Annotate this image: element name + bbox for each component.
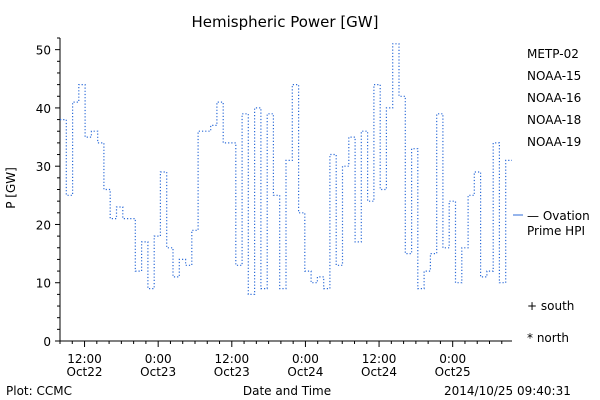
- plot-credit: Plot: CCMC: [6, 384, 72, 398]
- y-tick-label: 40: [36, 102, 51, 116]
- legend-entry: NOAA-19: [527, 135, 581, 149]
- x-tick-date-label: Oct25: [435, 365, 471, 379]
- y-tick-label: 0: [43, 335, 51, 349]
- plot-timestamp: 2014/10/25 09:40:31: [444, 384, 571, 398]
- y-axis: 0 10 20 30 40 50: [36, 37, 60, 349]
- legend-entry: NOAA-18: [527, 113, 581, 127]
- series-layer: [60, 43, 512, 295]
- x-tick-date-label: Oct24: [361, 365, 397, 379]
- y-tick-label: 50: [36, 44, 51, 58]
- legend-entry: METP-02: [527, 47, 579, 61]
- x-tick-date-label: Oct23: [140, 365, 176, 379]
- x-tick-label: 0:00: [439, 352, 466, 366]
- y-tick-label: 10: [36, 277, 51, 291]
- y-tick-label: 30: [36, 160, 51, 174]
- x-tick-label: 12:00: [362, 352, 397, 366]
- x-tick-date-label: Oct23: [214, 365, 250, 379]
- x-tick-date-label: Oct22: [67, 365, 103, 379]
- south-marker-label: + south: [527, 299, 574, 313]
- x-tick-date-label: Oct24: [287, 365, 323, 379]
- series-label-line1: — Ovation: [527, 209, 590, 223]
- legend-entry: NOAA-15: [527, 69, 581, 83]
- x-tick-label: 12:00: [215, 352, 250, 366]
- x-axis-label: Date and Time: [243, 384, 331, 398]
- north-marker-label: * north: [527, 331, 569, 345]
- legend-entry: NOAA-16: [527, 91, 581, 105]
- x-tick-label: 0:00: [145, 352, 172, 366]
- x-tick-label: 0:00: [292, 352, 319, 366]
- series-label-line2: Prime HPI: [527, 224, 585, 238]
- legend: METP-02 NOAA-15 NOAA-16 NOAA-18 NOAA-19: [527, 47, 581, 149]
- series-line-hpi: [60, 43, 512, 295]
- chart-title: Hemispheric Power [GW]: [192, 13, 379, 31]
- y-axis-label: P [GW]: [4, 167, 18, 209]
- y-tick-label: 20: [36, 218, 51, 232]
- x-axis: 12:00Oct220:00Oct2312:00Oct230:00Oct2412…: [59, 341, 503, 379]
- x-tick-label: 12:00: [67, 352, 102, 366]
